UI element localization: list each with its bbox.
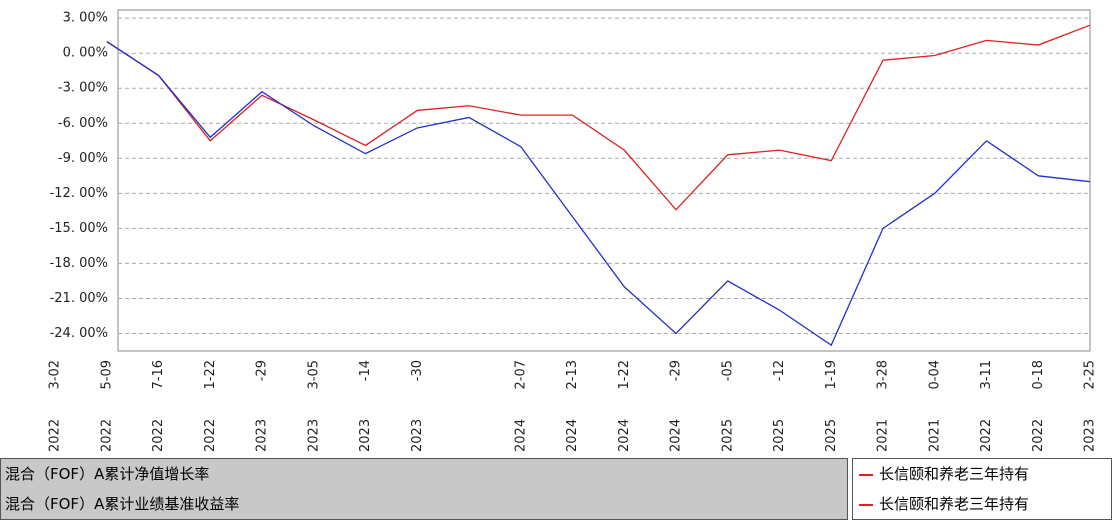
legend-entry: 混合（FOF）A累计业绩基准收益率	[5, 489, 847, 519]
legend-text: 混合（FOF）A累计业绩基准收益率	[5, 495, 239, 513]
x-year-label: 2025	[772, 419, 787, 452]
y-tick-label: -3. 00%	[58, 81, 108, 96]
x-year-label: 2021	[876, 419, 891, 452]
x-tick-label: 0-18	[1031, 360, 1046, 390]
x-tick-label: 3-02	[48, 360, 63, 390]
x-year-label: 2022	[48, 419, 63, 452]
x-tick-label: 2-13	[565, 360, 580, 390]
x-year-label: 2025	[720, 419, 735, 452]
legend-text: 长信颐和养老三年持有	[879, 465, 1029, 483]
x-tick-label: 2-25	[1083, 360, 1098, 390]
x-tick-label: 7-16	[151, 360, 166, 390]
y-tick-label: -15. 00%	[50, 221, 108, 236]
x-year-label: 2022	[99, 419, 114, 452]
x-year-label: 2021	[927, 419, 942, 452]
legend-entry: 长信颐和养老三年持有	[859, 489, 1111, 519]
y-tick-label: -21. 00%	[50, 291, 108, 306]
x-year-label: 2025	[824, 419, 839, 452]
x-year-label: 2022	[979, 419, 994, 452]
x-tick-label: 2-07	[513, 360, 528, 390]
x-year-label: 2023	[410, 419, 425, 452]
x-tick-label: 3-28	[876, 360, 891, 390]
plot-frame	[118, 10, 1090, 351]
y-tick-label: -9. 00%	[58, 151, 108, 166]
x-tick-label: 1-19	[824, 360, 839, 390]
y-tick-label: -12. 00%	[50, 186, 108, 201]
x-year-label: 2023	[306, 419, 321, 452]
x-tick-label: 1-22	[617, 360, 632, 390]
legend-swatch	[859, 504, 873, 506]
x-tick-label: 1-22	[203, 360, 218, 390]
y-tick-label: -24. 00%	[50, 326, 108, 341]
x-tick-label: 3-11	[979, 360, 994, 390]
x-tick-label: -05	[720, 360, 735, 381]
x-tick-label: -12	[772, 360, 787, 381]
x-year-label: 2022	[1031, 419, 1046, 452]
x-year-label: 2023	[1083, 419, 1098, 452]
y-tick-label: 0. 00%	[63, 46, 108, 61]
x-year-label: 2022	[151, 419, 166, 452]
x-tick-label: 5-09	[99, 360, 114, 390]
x-tick-label: 0-04	[927, 360, 942, 390]
page: 3. 00% 0. 00% -3. 00% -6. 00% -9. 00% -12. 00…	[0, 0, 1112, 522]
x-tick-label: -30	[410, 360, 425, 381]
legend-text: 混合（FOF）A累计净值增长率	[5, 465, 209, 483]
legend-entry: 长信颐和养老三年持有	[859, 459, 1111, 489]
x-year-label: 2023	[358, 419, 373, 452]
x-year-label: 2022	[203, 419, 218, 452]
y-tick-label: -6. 00%	[58, 116, 108, 131]
legend-entry: 混合（FOF）A累计净值增长率	[5, 459, 847, 489]
legend-text: 长信颐和养老三年持有	[879, 495, 1029, 513]
x-year-label: 2024	[513, 419, 528, 452]
x-year-label: 2024	[617, 419, 632, 452]
x-year-label: 2024	[565, 419, 580, 452]
y-tick-label: -18. 00%	[50, 256, 108, 271]
x-tick-label: 3-05	[306, 360, 321, 390]
chart: 3. 00% 0. 00% -3. 00% -6. 00% -9. 00% -12. 00…	[0, 0, 1112, 456]
legend-swatch	[859, 474, 873, 476]
y-tick-label: 3. 00%	[63, 11, 108, 26]
legend: 混合（FOF）A累计净值增长率混合（FOF）A累计业绩基准收益率	[0, 458, 848, 520]
x-tick-label: -14	[358, 360, 373, 381]
x-year-label: 2023	[255, 419, 270, 452]
x-tick-label: -29	[669, 360, 684, 381]
x-tick-label: -29	[255, 360, 270, 381]
legend-right: 长信颐和养老三年持有长信颐和养老三年持有	[852, 458, 1112, 520]
x-year-label: 2024	[669, 419, 684, 452]
